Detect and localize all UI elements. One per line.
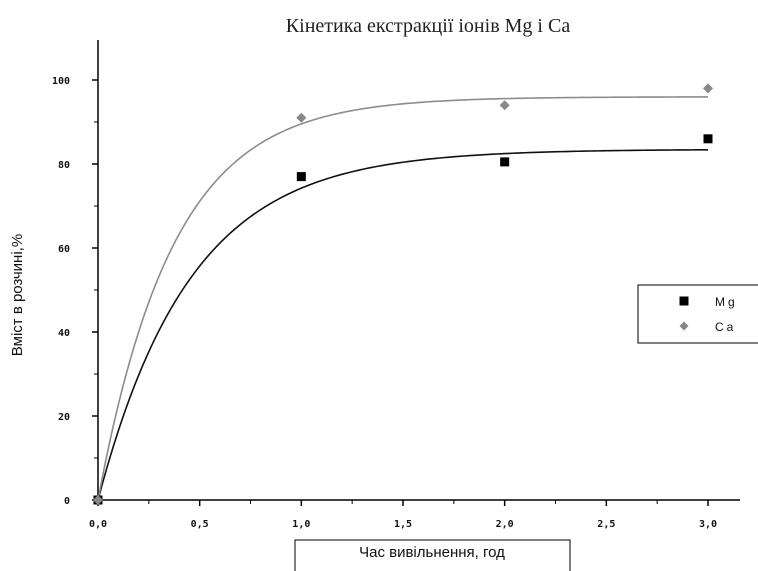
y-axis-label: Вміст в розчині,% [9,234,26,356]
x-tick-label: 2,5 [597,519,615,530]
point-mg [703,134,713,144]
x-tick-label: 2,0 [496,519,514,530]
y-tick-label: 80 [58,160,70,171]
point-mg [296,172,306,182]
x-tick-label: 1,5 [394,519,412,530]
legend: Mg Ca [637,284,758,344]
legend-label-ca: Ca [715,320,736,334]
y-tick-label: 100 [52,76,70,87]
y-tick-label: 40 [58,328,70,339]
y-tick-label: 60 [58,244,70,255]
x-axis-label: Час вивільнення, год [359,544,505,561]
x-tick-label: 1,0 [292,519,310,530]
x-tick-label: 3,0 [699,519,717,530]
x-axis-label-box [294,539,571,571]
y-ticks: 0 20 40 60 80 100 [52,76,98,507]
x-tick-label: 0,5 [191,519,209,530]
fit-line-ca [97,96,709,501]
legend-label-mg: Mg [715,295,738,309]
y-tick-label: 20 [58,412,70,423]
data-points [93,83,713,505]
y-tick-label: 0 [64,496,70,507]
x-tick-label: 0,0 [89,519,107,530]
legend-marker-ca [679,321,689,331]
point-mg [500,157,510,167]
point-ca [703,83,713,94]
chart-title: Кінетика екстракції іонів Mg i Ca [286,15,571,37]
legend-box [637,284,758,344]
point-ca [499,100,510,111]
x-ticks: 0,0 0,5 1,0 1,5 2,0 2,5 3,0 [89,500,717,530]
point-ca [93,495,103,505]
legend-marker-mg [679,296,689,306]
fit-curves [97,96,709,501]
fit-line-mg [97,148,709,501]
point-ca [296,112,307,123]
legend-items: Mg Ca [679,295,738,334]
